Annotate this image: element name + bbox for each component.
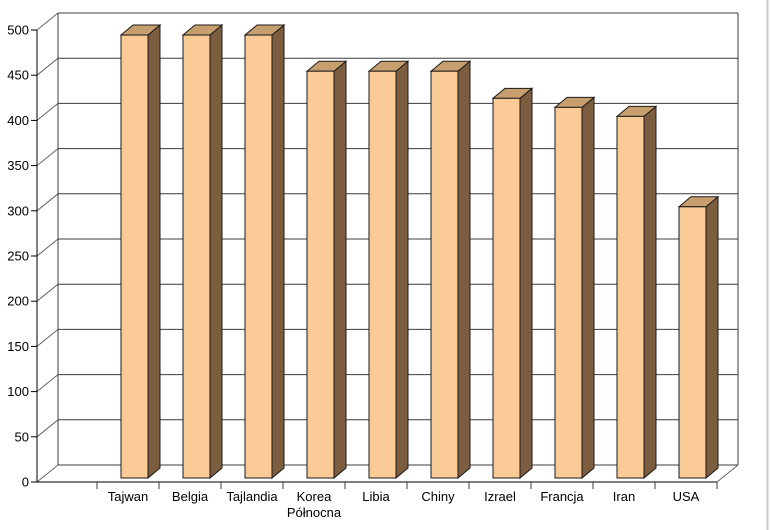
y-tick-connector-0 (36, 464, 59, 483)
bar-side-Francja (581, 96, 595, 480)
bar-side-Libia (395, 60, 409, 480)
bar-Libia (368, 70, 397, 479)
y-axis-label-50: 50 (15, 429, 29, 444)
y-axis-label-200: 200 (7, 294, 29, 309)
x-axis-label-Francja: Francja (540, 489, 584, 504)
x-axis-label-line-Północna: Północna (287, 505, 342, 520)
y-tick-connector-250 (36, 238, 59, 257)
x-axis-label-Izrael: Izrael (484, 489, 516, 504)
y-tick-connector-350 (36, 148, 59, 166)
x-axis-label-line-Korea: Korea (297, 489, 332, 504)
y-axis-label-500: 500 (7, 23, 29, 38)
bar-Tajlandia (244, 34, 273, 479)
bar-side-Belgia (209, 23, 223, 480)
bar-side-USA (705, 195, 719, 480)
bar-side-Izrael (519, 87, 533, 480)
x-axis-label-Iran: Iran (613, 489, 635, 504)
y-axis-label-150: 150 (7, 339, 29, 354)
y-axis-label-300: 300 (7, 203, 29, 218)
bar-side-Chiny (457, 60, 471, 480)
y-tick-connector-450 (36, 57, 59, 76)
y-tick-connector-50 (36, 419, 59, 438)
y-tick-connector-400 (36, 103, 59, 121)
y-tick-connector-500 (36, 12, 59, 31)
bar-side-Iran (643, 105, 657, 480)
bar-side-Tajwan (147, 23, 161, 480)
bar-Korea Północna (306, 70, 335, 479)
bar-side-Tajlandia (271, 23, 285, 480)
x-axis-label-Chiny: Chiny (421, 489, 455, 504)
y-tick-connector-100 (36, 374, 59, 392)
y-tick-connector-300 (36, 193, 59, 212)
y-axis-label-400: 400 (7, 113, 29, 128)
y-axis-label-350: 350 (7, 158, 29, 173)
y-tick-connector-150 (36, 329, 59, 347)
x-axis-label-Libia: Libia (362, 489, 390, 504)
bar-Iran (616, 115, 645, 479)
bar-side-Korea Północna (333, 60, 347, 480)
bar-USA (678, 206, 707, 479)
x-axis-label-Tajwan: Tajwan (108, 489, 148, 504)
x-axis-label-Korea Północna: Korea Północna (287, 489, 342, 520)
bar-Francja (554, 106, 583, 479)
x-axis-label-Belgia: Belgia (172, 489, 209, 504)
x-axis-label-USA: USA (673, 489, 700, 504)
bar-Izrael (492, 97, 521, 479)
bar-Tajwan (120, 34, 149, 479)
y-axis-label-450: 450 (7, 68, 29, 83)
y-axis-label-100: 100 (7, 384, 29, 399)
bar-Chiny (430, 70, 459, 479)
bar-Belgia (182, 34, 211, 479)
x-axis-label-Tajlandia: Tajlandia (226, 489, 278, 504)
y-axis-label-0: 0 (22, 475, 29, 490)
y-tick-connector-200 (36, 283, 59, 302)
y-axis-label-250: 250 (7, 249, 29, 264)
floor-right-edge (716, 464, 739, 483)
